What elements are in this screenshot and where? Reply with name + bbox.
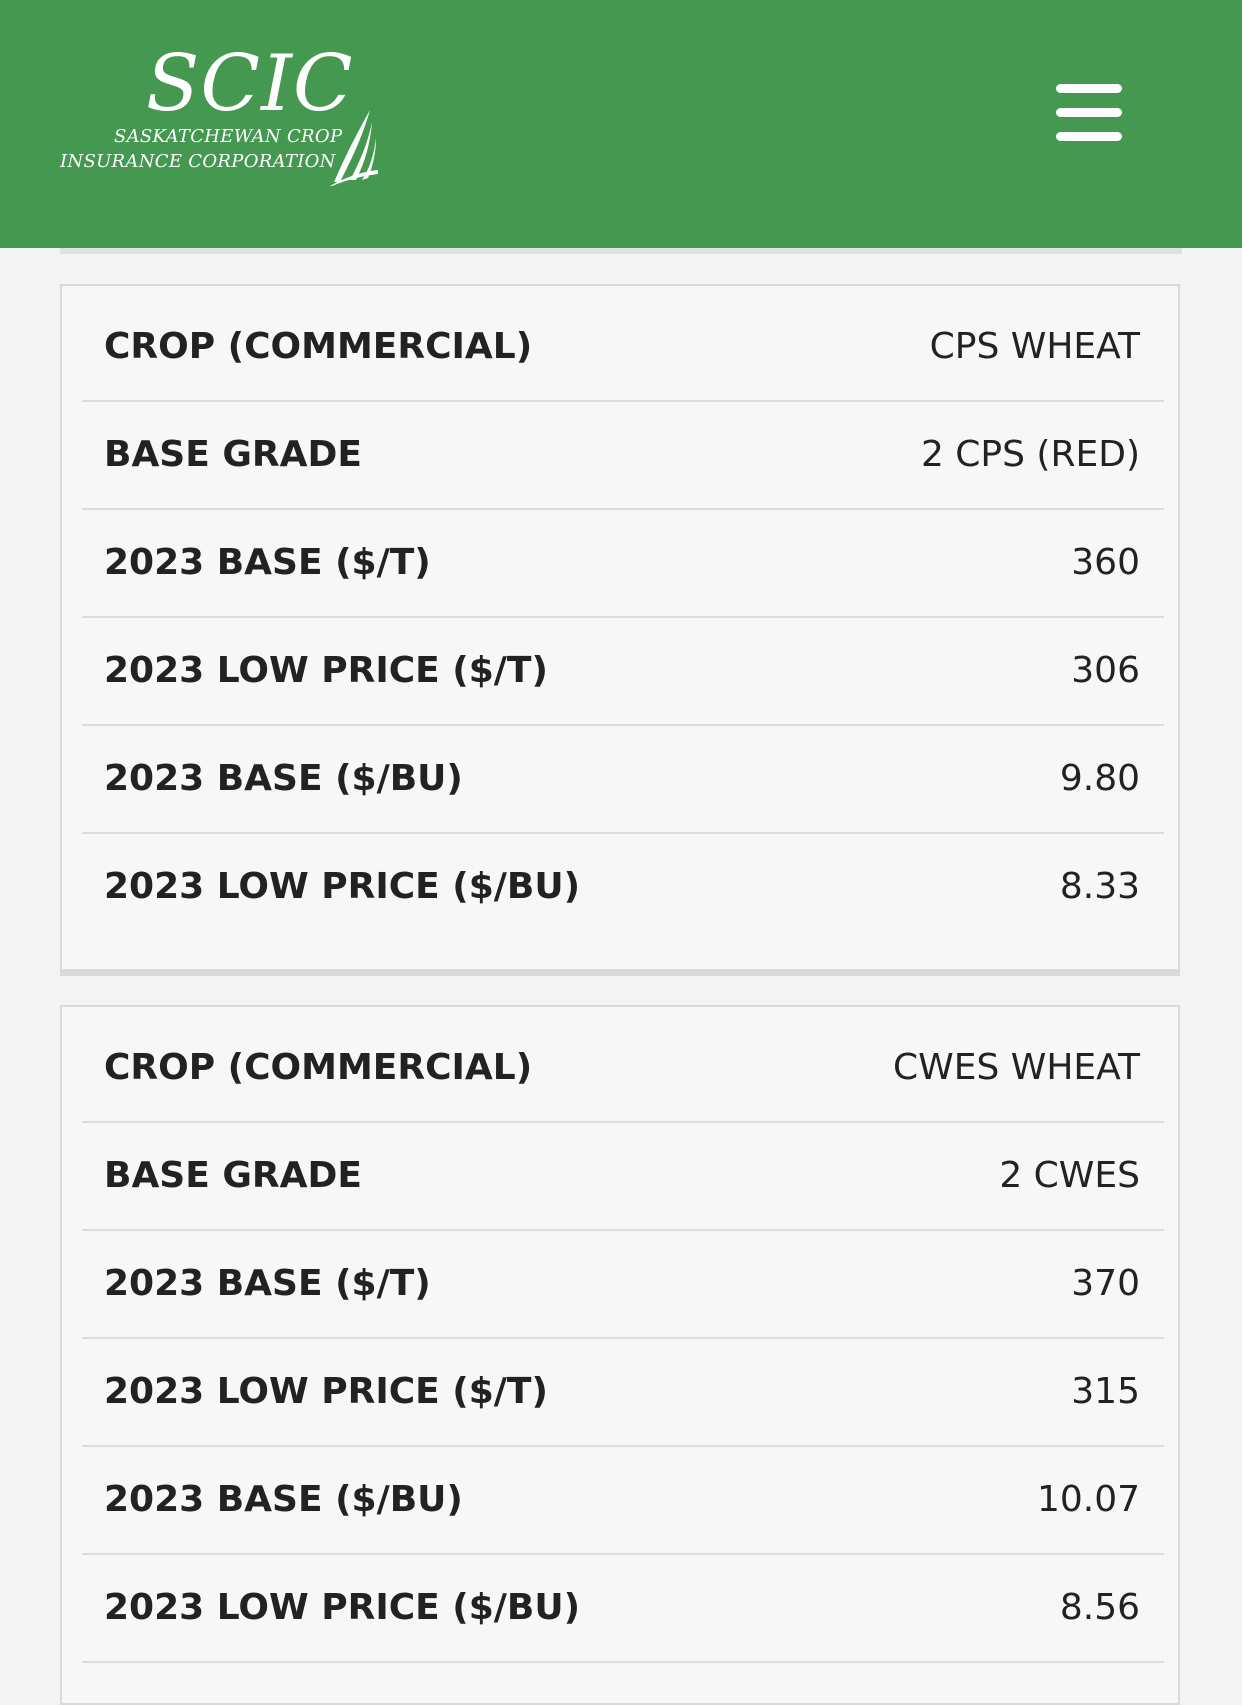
row-label: CROP (COMMERCIAL) xyxy=(104,326,533,367)
table-row: 2023 BASE ($/BU) 10.07 xyxy=(82,1447,1164,1555)
row-value: 2 CPS (RED) xyxy=(920,434,1140,475)
row-label: 2023 LOW PRICE ($/T) xyxy=(104,1371,548,1412)
row-label: CROP (COMMERCIAL) xyxy=(104,1047,533,1088)
table-row: 2023 LOW PRICE ($/T) 315 xyxy=(82,1339,1164,1447)
row-label: 2023 BASE ($/T) xyxy=(104,542,431,583)
row-value: CPS WHEAT xyxy=(929,326,1140,367)
row-label: 2023 BASE ($/BU) xyxy=(104,758,463,799)
row-value: 315 xyxy=(1071,1371,1140,1412)
crop-price-card: CROP (COMMERCIAL) CPS WHEAT BASE GRADE 2… xyxy=(60,284,1180,976)
row-value: 306 xyxy=(1071,650,1140,691)
hamburger-menu-icon[interactable] xyxy=(1050,80,1128,146)
row-value: 10.07 xyxy=(1036,1479,1140,1520)
scic-logo[interactable]: SCIC SASKATCHEWAN CROP INSURANCE CORPORA… xyxy=(58,42,388,187)
logo-line-2: INSURANCE CORPORATION xyxy=(60,151,336,172)
row-label: 2023 LOW PRICE ($/T) xyxy=(104,650,548,691)
logo-line-1: SASKATCHEWAN CROP xyxy=(114,126,343,147)
table-row: 2023 LOW PRICE ($/BU) 8.56 xyxy=(82,1555,1164,1663)
table-row: 2023 LOW PRICE ($/BU) 8.33 xyxy=(82,834,1164,942)
crop-price-card: CROP (COMMERCIAL) CWES WHEAT BASE GRADE … xyxy=(60,1005,1180,1705)
table-row: CROP (COMMERCIAL) CPS WHEAT xyxy=(82,294,1164,402)
row-value: 9.80 xyxy=(1059,758,1140,799)
row-value: 370 xyxy=(1071,1263,1140,1304)
row-value: 8.56 xyxy=(1059,1587,1140,1628)
table-row: BASE GRADE 2 CWES xyxy=(82,1123,1164,1231)
site-header: SCIC SASKATCHEWAN CROP INSURANCE CORPORA… xyxy=(0,0,1242,248)
row-value: CWES WHEAT xyxy=(892,1047,1140,1088)
table-row: BASE GRADE 2 CPS (RED) xyxy=(82,402,1164,510)
table-row: 2023 BASE ($/T) 360 xyxy=(82,510,1164,618)
row-label: 2023 LOW PRICE ($/BU) xyxy=(104,866,581,907)
wheat-leaf-icon xyxy=(330,110,378,186)
row-value: 8.33 xyxy=(1059,866,1140,907)
content-divider xyxy=(60,248,1182,254)
table-row: CROP (COMMERCIAL) CWES WHEAT xyxy=(82,1015,1164,1123)
logo-wordmark: SCIC xyxy=(146,39,354,129)
row-value: 360 xyxy=(1071,542,1140,583)
row-label: 2023 BASE ($/T) xyxy=(104,1263,431,1304)
table-row: 2023 BASE ($/T) 370 xyxy=(82,1231,1164,1339)
row-label: BASE GRADE xyxy=(104,1155,362,1196)
row-label: 2023 LOW PRICE ($/BU) xyxy=(104,1587,581,1628)
table-row: 2023 BASE ($/BU) 9.80 xyxy=(82,726,1164,834)
table-row: 2023 LOW PRICE ($/T) 306 xyxy=(82,618,1164,726)
row-value: 2 CWES xyxy=(999,1155,1140,1196)
row-label: 2023 BASE ($/BU) xyxy=(104,1479,463,1520)
row-label: BASE GRADE xyxy=(104,434,362,475)
